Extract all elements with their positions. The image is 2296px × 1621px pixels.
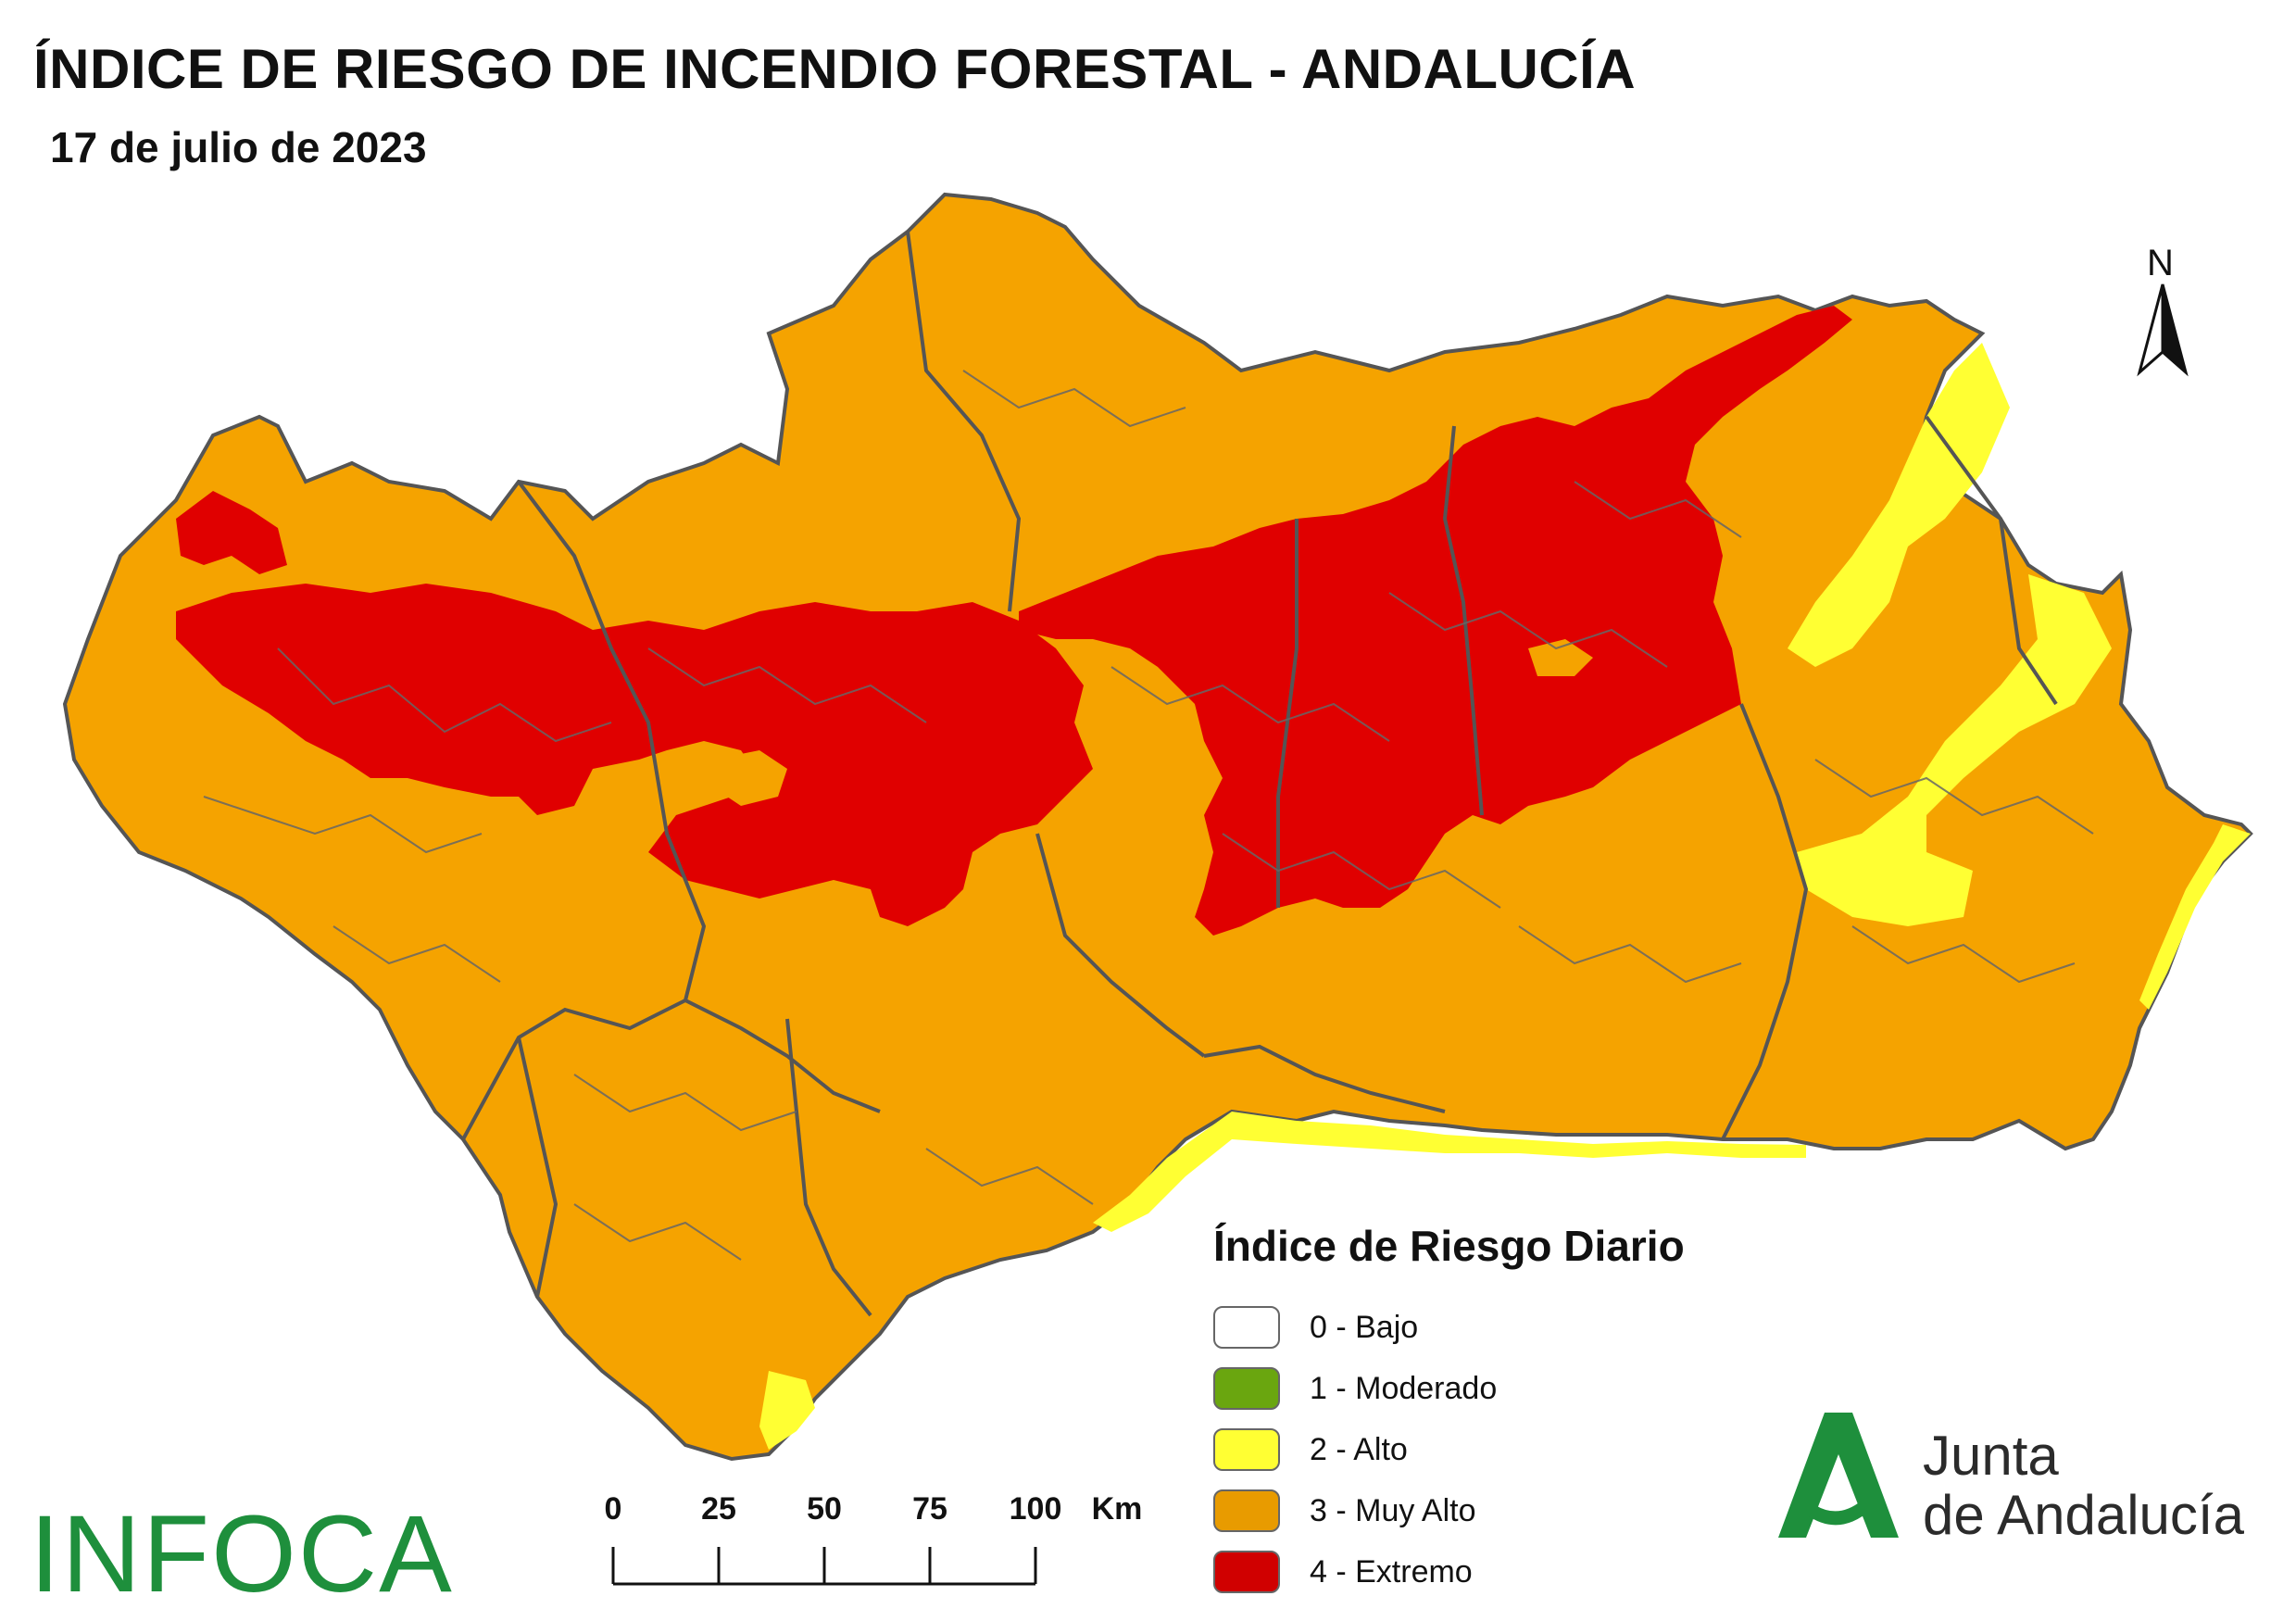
- scale-tick-label: 75: [912, 1491, 947, 1527]
- region-extremo-pocket: [713, 750, 787, 806]
- legend-label: 1 - Moderado: [1310, 1370, 1498, 1406]
- legend-label: 4 - Extremo: [1310, 1553, 1473, 1590]
- region-extremo-northwest: [176, 491, 287, 574]
- legend-title: Índice de Riesgo Diario: [1213, 1222, 1685, 1270]
- legend-swatch-alto: [1213, 1428, 1280, 1471]
- legend-item-moderado: 1 - Moderado: [1213, 1358, 1685, 1419]
- region-alto-cadiz: [759, 1371, 815, 1450]
- legend-swatch-muy-alto: [1213, 1489, 1280, 1532]
- legend-label: 2 - Alto: [1310, 1431, 1408, 1467]
- scale-tick-label: 0: [604, 1491, 622, 1527]
- region-extremo-pocket-2: [1528, 639, 1593, 676]
- map-date: 17 de julio de 2023: [50, 123, 427, 171]
- scale-bar-lines: [611, 1547, 1037, 1586]
- legend-swatch-extremo: [1213, 1551, 1280, 1593]
- region-alto-east: [1788, 343, 2010, 667]
- legend-item-muy-alto: 3 - Muy Alto: [1213, 1480, 1685, 1541]
- junta-logo-line1: Junta: [1923, 1425, 2059, 1487]
- region-alto-almeria-coast: [2139, 824, 2251, 1010]
- legend-item-extremo: 4 - Extremo: [1213, 1541, 1685, 1602]
- scale-tick-label: 25: [701, 1491, 736, 1527]
- junta-logo-line2: de Andalucía: [1923, 1484, 2244, 1546]
- north-label: N: [2147, 243, 2174, 283]
- legend-label: 3 - Muy Alto: [1310, 1492, 1476, 1528]
- region-alto-almeria: [1797, 574, 2112, 926]
- junta-emblem-icon: [1778, 1413, 1899, 1538]
- scale-tick-label: 100: [1009, 1491, 1062, 1527]
- legend-item-alto: 2 - Alto: [1213, 1419, 1685, 1480]
- junta-logo-text: Junta de Andalucía: [1923, 1426, 2244, 1545]
- scale-tick-label: 50: [807, 1491, 842, 1527]
- north-arrow-icon: [2137, 283, 2189, 377]
- junta-andalucia-logo: Junta de Andalucía: [1769, 1408, 2251, 1556]
- province-borders: [461, 231, 2058, 1317]
- legend: Índice de Riesgo Diario 0 - Bajo 1 - Mod…: [1213, 1221, 1685, 1602]
- legend-item-bajo: 0 - Bajo: [1213, 1297, 1685, 1358]
- legend-swatch-bajo: [1213, 1306, 1280, 1349]
- region-extremo-west: [176, 584, 1093, 926]
- municipal-borders: [203, 370, 2094, 1261]
- map-title: ÍNDICE DE RIESGO DE INCENDIO FORESTAL - …: [33, 38, 1637, 100]
- legend-swatch-moderado: [1213, 1367, 1280, 1410]
- region-alto-coast: [1093, 1112, 1806, 1232]
- infoca-logo: INFOCA: [30, 1493, 454, 1615]
- legend-label: 0 - Bajo: [1310, 1309, 1419, 1345]
- scale-unit: Km: [1091, 1491, 1143, 1527]
- region-extremo-east: [1019, 306, 1852, 936]
- scale-bar: 0 25 50 75 100 Km: [602, 1491, 1158, 1602]
